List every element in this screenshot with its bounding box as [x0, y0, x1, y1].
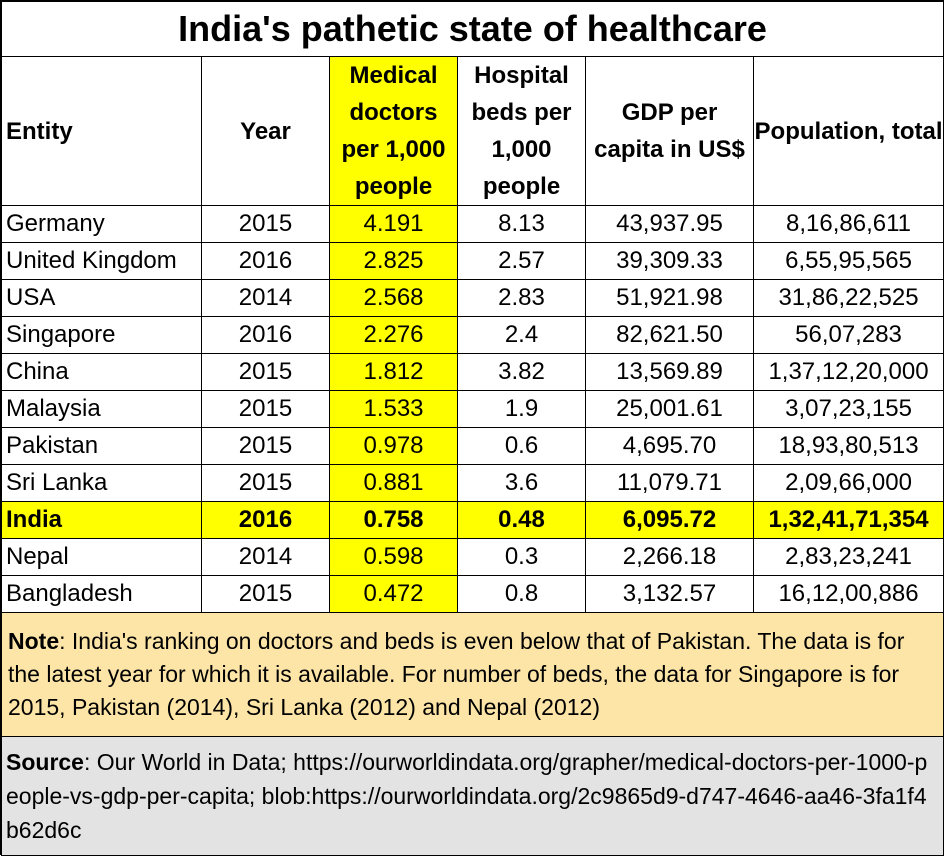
cell-year: 2015	[201, 464, 330, 502]
cell-doctors: 0.881	[329, 464, 458, 502]
cell-population: 16,12,00,886	[752, 575, 944, 613]
table-row: Malaysia 2015 1.533 1.9 25,001.61 3,07,23,155	[1, 390, 944, 428]
cell-gdp: 6,095.72	[585, 501, 754, 539]
cell-gdp: 25,001.61	[585, 390, 754, 428]
cell-doctors: 4.191	[329, 205, 458, 243]
cell-year: 2016	[201, 242, 330, 280]
note-text: : India's ranking on doctors and beds is…	[8, 628, 905, 720]
cell-doctors: 1.812	[329, 353, 458, 391]
cell-gdp: 2,266.18	[585, 538, 754, 576]
cell-population: 2,83,23,241	[752, 538, 944, 576]
header-doctors: Medical doctors per 1,000 people	[329, 56, 458, 206]
header-gdp: GDP per capita in US$	[585, 56, 754, 206]
cell-population: 1,37,12,20,000	[752, 353, 944, 391]
cell-beds: 8.13	[457, 205, 586, 243]
cell-population: 2,09,66,000	[752, 464, 944, 502]
cell-beds: 2.4	[457, 316, 586, 354]
cell-year: 2016	[201, 316, 330, 354]
cell-beds: 2.83	[457, 279, 586, 317]
cell-population: 31,86,22,525	[752, 279, 944, 317]
cell-gdp: 4,695.70	[585, 427, 754, 465]
cell-year: 2014	[201, 538, 330, 576]
cell-year: 2015	[201, 353, 330, 391]
cell-doctors: 0.472	[329, 575, 458, 613]
header-row: Entity Year Medical doctors per 1,000 pe…	[1, 56, 944, 206]
cell-gdp: 13,569.89	[585, 353, 754, 391]
cell-population: 3,07,23,155	[752, 390, 944, 428]
cell-gdp: 82,621.50	[585, 316, 754, 354]
cell-population: 18,93,80,513	[752, 427, 944, 465]
cell-year: 2015	[201, 427, 330, 465]
table-row: Sri Lanka 2015 0.881 3.6 11,079.71 2,09,66,00…	[1, 464, 944, 502]
cell-gdp: 11,079.71	[585, 464, 754, 502]
cell-population: 56,07,283	[752, 316, 944, 354]
cell-year: 2014	[201, 279, 330, 317]
cell-population: 6,55,95,565	[752, 242, 944, 280]
table-row: Pakistan 2015 0.978 0.6 4,695.70 18,93,80,513	[1, 427, 944, 465]
cell-entity: Singapore	[1, 316, 202, 354]
cell-entity: Pakistan	[1, 427, 202, 465]
cell-gdp: 39,309.33	[585, 242, 754, 280]
cell-population: 8,16,86,611	[752, 205, 944, 243]
cell-entity: China	[1, 353, 202, 391]
cell-doctors: 2.276	[329, 316, 458, 354]
source-text: : Our World in Data; https://ourworldind…	[6, 749, 928, 843]
cell-year: 2015	[201, 575, 330, 613]
header-beds: Hospital beds per 1,000 people	[457, 56, 586, 206]
cell-gdp: 43,937.95	[585, 205, 754, 243]
cell-year: 2015	[201, 205, 330, 243]
cell-beds: 1.9	[457, 390, 586, 428]
cell-entity: Malaysia	[1, 390, 202, 428]
cell-year: 2016	[201, 501, 330, 539]
cell-doctors: 2.568	[329, 279, 458, 317]
table-row: USA 2014 2.568 2.83 51,921.98 31,86,22,525	[1, 279, 944, 317]
table-row: Singapore 2016 2.276 2.4 82,621.50 56,07,283	[1, 316, 944, 354]
cell-population: 1,32,41,71,354	[752, 501, 944, 539]
cell-entity: Sri Lanka	[1, 464, 202, 502]
cell-doctors: 0.978	[329, 427, 458, 465]
note-box: Note: India's ranking on doctors and bed…	[0, 612, 944, 737]
cell-entity: USA	[1, 279, 202, 317]
cell-gdp: 51,921.98	[585, 279, 754, 317]
cell-entity: Bangladesh	[1, 575, 202, 613]
cell-entity: Germany	[1, 205, 202, 243]
header-entity: Entity	[1, 56, 202, 206]
cell-beds: 0.3	[457, 538, 586, 576]
table-row: Bangladesh 2015 0.472 0.8 3,132.57 16,12,00,8…	[1, 575, 944, 613]
page-title: India's pathetic state of healthcare	[0, 1, 944, 57]
cell-beds: 3.82	[457, 353, 586, 391]
note-label: Note	[8, 628, 60, 654]
cell-year: 2015	[201, 390, 330, 428]
cell-entity: India	[1, 501, 202, 539]
header-population: Population, total	[752, 56, 944, 206]
cell-beds: 3.6	[457, 464, 586, 502]
cell-beds: 2.57	[457, 242, 586, 280]
cell-entity: United Kingdom	[1, 242, 202, 280]
cell-doctors: 0.758	[329, 501, 458, 539]
cell-beds: 0.8	[457, 575, 586, 613]
cell-entity: Nepal	[1, 538, 202, 576]
source-label: Source	[6, 749, 84, 775]
table-body: Germany 2015 4.191 8.13 43,937.95 8,16,86,611…	[1, 205, 944, 613]
cell-doctors: 1.533	[329, 390, 458, 428]
cell-gdp: 3,132.57	[585, 575, 754, 613]
source-box: Source: Our World in Data; https://ourwo…	[0, 736, 944, 856]
table-row: Nepal 2014 0.598 0.3 2,266.18 2,83,23,241	[1, 538, 944, 576]
header-year: Year	[201, 56, 330, 206]
cell-doctors: 0.598	[329, 538, 458, 576]
table-row: Germany 2015 4.191 8.13 43,937.95 8,16,86,611	[1, 205, 944, 243]
table-row: United Kingdom 2016 2.825 2.57 39,309.33 6,55…	[1, 242, 944, 280]
cell-beds: 0.48	[457, 501, 586, 539]
cell-beds: 0.6	[457, 427, 586, 465]
table-row: China 2015 1.812 3.82 13,569.89 1,37,12,20,00…	[1, 353, 944, 391]
cell-doctors: 2.825	[329, 242, 458, 280]
table-row: India 2016 0.758 0.48 6,095.72 1,32,41,71,354	[1, 501, 944, 539]
